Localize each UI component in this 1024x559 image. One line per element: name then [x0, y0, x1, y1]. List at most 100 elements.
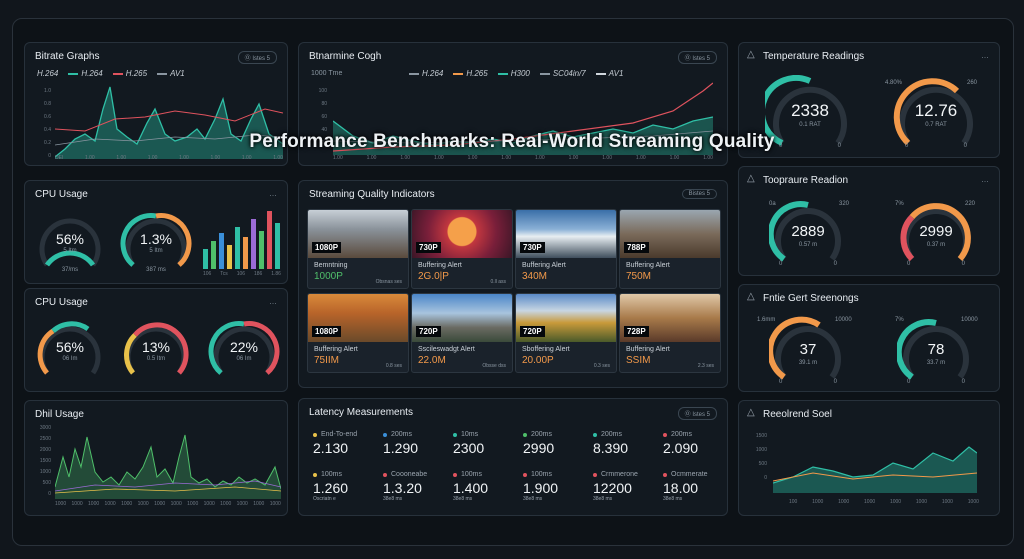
- gauge-label-left: 0a: [769, 201, 776, 207]
- latency-metric: 100ms 1.260 Oscriatn e: [313, 471, 349, 502]
- resolution-score-panel: △ Reeolrend Soel 1500 1000 500 0 100 1000 100…: [738, 400, 1000, 516]
- latency-metric: 100ms 1.400 38e8 ms: [453, 471, 489, 502]
- gauge-cpu-4: 13% 0.5 Itm: [119, 315, 193, 385]
- bitrate-graphs-panel: Bitrate Graphs Ⓞ Istes 5 H.264 H.264 H.2…: [24, 42, 288, 166]
- streaming-quality-panel: Streaming Quality Indicators Bistes 5 10…: [298, 180, 728, 388]
- panel-menu-icon[interactable]: …: [269, 189, 277, 198]
- panel-options-pill[interactable]: Ⓞ Istes 5: [677, 51, 717, 64]
- y-axis-title: 1000 Tme: [311, 70, 343, 77]
- gauge-label-left: 7%: [895, 317, 904, 323]
- bar: [243, 237, 248, 269]
- latency-measurements-panel: Latency Measurements Ⓞ Istes 5 End-To-en…: [298, 398, 728, 516]
- overlay-title: Performance Benchmarks: Real-World Strea…: [249, 131, 775, 152]
- latency-metric: End-To-end 2.130: [313, 431, 358, 456]
- panel-title: Bitrate Graphs: [35, 51, 100, 62]
- stream-thumbnail[interactable]: 730P Buffering Alert 340M: [515, 209, 617, 289]
- bar: [227, 245, 232, 269]
- panel-options-pill[interactable]: Ⓞ Istes 5: [237, 51, 277, 64]
- bar: [211, 241, 216, 269]
- x-axis-labels: 106 Tcs 106 186 1.86: [203, 271, 281, 277]
- panel-title: CPU Usage: [35, 189, 88, 200]
- panel-title: Streaming Quality Indicators: [309, 189, 435, 200]
- bar: [219, 233, 224, 269]
- temperature-readings-panel-2: △ Toopraure Readion … 0a 320 2889 0.57 m…: [738, 166, 1000, 276]
- latency-metric: 200ms 2.090: [663, 431, 699, 456]
- bar: [203, 249, 208, 269]
- frame-scores-panel: △ Fntie Gert Sreenongs 1.6mm 10000 37 39…: [738, 284, 1000, 392]
- resolution-chart: [773, 446, 977, 493]
- warning-icon: △: [747, 49, 755, 60]
- legend-item: H.264: [37, 69, 59, 78]
- latency-metric: 200ms 8.390: [593, 431, 629, 456]
- stream-thumbnail[interactable]: 730P Buffering Alert 2G.0|P 0.ll ass: [411, 209, 513, 289]
- panel-title: Temperature Readings: [763, 51, 865, 62]
- y-axis-labels: 1.0 0.8 0.6 0.4 0.2 0: [44, 88, 51, 159]
- panel-menu-icon[interactable]: …: [269, 297, 277, 306]
- legend-item: H.264: [68, 69, 103, 78]
- latency-metric: Ocmmerate 18.00 38e8 ms: [663, 471, 708, 502]
- latency-metric: 10ms 2300: [453, 431, 485, 456]
- bar: [267, 211, 272, 269]
- legend-item: SC04in/7: [539, 69, 586, 78]
- y-axis-labels: 3000 2500 2000 1500 1000 500 0: [39, 425, 51, 497]
- gauge-temperature-2: 12.76 0.7 RAT 0 0: [891, 75, 981, 155]
- panel-menu-icon[interactable]: …: [981, 175, 989, 184]
- legend-item: H.265: [453, 69, 488, 78]
- gauge-label-left: 4.80%: [885, 80, 903, 86]
- panel-title: CPU Usage: [35, 297, 88, 308]
- disk-usage-panel: Dhil Usage 3000 2500 2000 1500 1000 500 0 1000…: [24, 400, 288, 516]
- temperature-readings-panel: △ Temperature Readings … 2338 0.1 RAT 0 …: [738, 42, 1000, 158]
- latency-metric: Crmmerone 12200 38e8 ms: [593, 471, 638, 502]
- disk-usage-chart: [55, 434, 281, 499]
- bar: [251, 219, 256, 269]
- gauge-label-left: 1.6mm: [757, 317, 776, 323]
- stream-thumbnail[interactable]: 1080P Buffering Alert 75IIM 0.8 ses: [307, 293, 409, 373]
- gauge-frame-score-2: 78 33.7 m 0 0: [895, 315, 975, 391]
- bar: [235, 227, 240, 269]
- gauge-label-right: 10000: [835, 317, 852, 323]
- cpu-bar-chart: [203, 211, 280, 269]
- latency-metric: 200ms 1.290: [383, 431, 419, 456]
- stream-thumbnail[interactable]: 788P Buffering Alert 750M: [619, 209, 721, 289]
- gauge-label-right: 10000: [961, 317, 978, 323]
- benchmark-chart: [333, 82, 713, 155]
- gauge-frame-score-1: 37 39.1 m 0 0: [767, 315, 847, 391]
- panel-title: Latency Measurements: [309, 407, 413, 418]
- panel-options-pill[interactable]: Ⓞ Istes 5: [677, 407, 717, 420]
- chart-legend: H.264 H.264 H.265 AV1: [37, 69, 185, 78]
- benchmark-chart-panel: Btnarmine Cogh Ⓞ Istes 5 1000 Tme H.264 …: [298, 42, 728, 166]
- cpu-usage-panel-2: CPU Usage … 56% 06 Im 13% 0.5 Itm 22% 06…: [24, 288, 288, 392]
- latency-metric: Coooneabe 1.3.20 38e8 ms: [383, 471, 428, 502]
- gauge-cpu-2: 1.3% 5 Itm 387 ms: [119, 207, 193, 277]
- gauge-cpu-3: 56% 06 Im: [33, 315, 107, 385]
- y-axis-labels: 1500 1000 500 0: [755, 433, 767, 481]
- stream-thumbnail[interactable]: 720P Sboffering Alert 20.00P 0.3 ses: [515, 293, 617, 373]
- latency-metric: 100ms 1.900 38e8 ms: [523, 471, 559, 502]
- panel-menu-icon[interactable]: …: [981, 51, 989, 60]
- x-axis-labels: DEI 1.00 1.00 1.00 1.00 1.00 1.00 1.00: [55, 155, 283, 161]
- legend-item: AV1: [157, 69, 185, 78]
- legend-item: H.265: [112, 69, 147, 78]
- x-axis-labels: 1.00 1.00 1.00 1.00 1.00 1.00 1.00 1.00 1.00 1.00…: [333, 155, 713, 161]
- cpu-usage-panel-1: CPU Usage … 56% 5 Itm 37/ms 1.3% 5 Itm 3…: [24, 180, 288, 284]
- gauge-temperature-3: 2889 0.57 m 0 0: [767, 197, 847, 275]
- bitrate-chart: [55, 86, 283, 159]
- stream-thumbnail[interactable]: 728P Buffering Alert SSIM 2.3 ses: [619, 293, 721, 373]
- stream-thumbnail[interactable]: 720P Sscileswadgt Alert 22.0M Obsse dss: [411, 293, 513, 373]
- warning-icon: △: [747, 173, 755, 184]
- panel-title: Toopraure Readion: [763, 175, 849, 186]
- panel-title: Dhil Usage: [35, 409, 84, 420]
- panel-title: Btnarmine Cogh: [309, 51, 382, 62]
- gauge-label-right: 220: [965, 201, 976, 207]
- bar: [275, 223, 280, 269]
- panel-title: Fntie Gert Sreenongs: [763, 293, 859, 304]
- warning-icon: △: [747, 407, 755, 418]
- latency-metric: 200ms 2990: [523, 431, 555, 456]
- gauge-cpu-1: 56% 5 Itm 37/ms: [33, 207, 107, 277]
- panel-options-pill[interactable]: Bistes 5: [681, 189, 717, 199]
- gauge-label-left: 7%: [895, 201, 904, 207]
- legend-item: H.264: [409, 69, 443, 78]
- bar: [259, 231, 264, 269]
- stream-thumbnail[interactable]: 1080P Bemntning 1000P Obsnas ses: [307, 209, 409, 289]
- panel-title: Reeolrend Soel: [763, 409, 832, 420]
